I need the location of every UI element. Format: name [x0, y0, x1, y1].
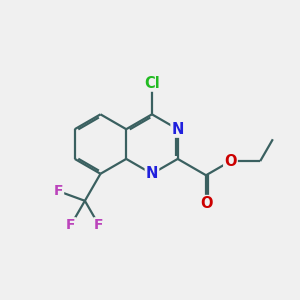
Text: O: O [224, 154, 237, 169]
Text: F: F [94, 218, 104, 232]
Text: Cl: Cl [144, 76, 160, 91]
Text: F: F [54, 184, 63, 198]
Text: F: F [66, 218, 76, 232]
Text: O: O [200, 196, 212, 211]
Text: N: N [146, 166, 158, 181]
Text: N: N [172, 122, 184, 137]
